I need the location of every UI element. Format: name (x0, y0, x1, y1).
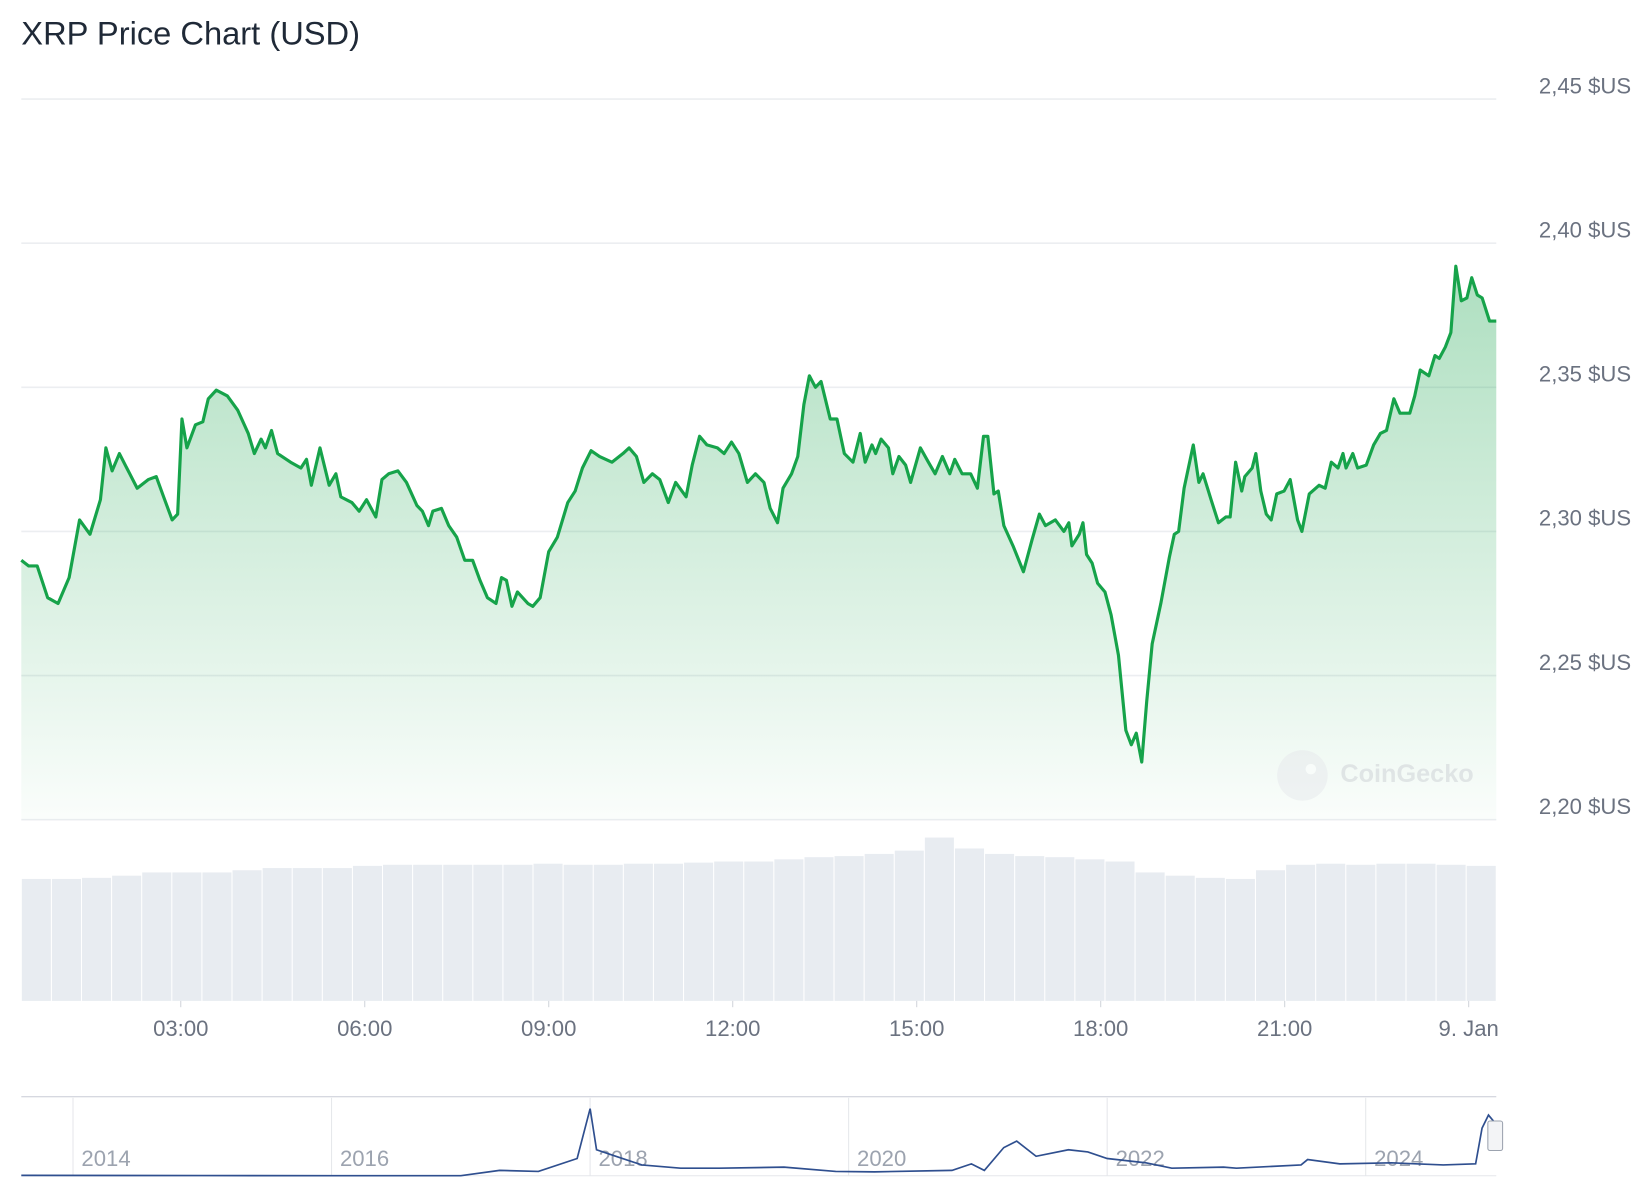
volume-bar (1286, 864, 1316, 1001)
volume-bar (503, 864, 533, 1001)
x-tick-label: 12:00 (705, 1016, 760, 1041)
volume-bar (593, 864, 623, 1001)
volume-bar (774, 859, 804, 1001)
volume-bar (1165, 875, 1195, 1001)
navigator-tick-label: 2020 (857, 1146, 906, 1171)
volume-bar (413, 864, 443, 1001)
volume-bar (1316, 863, 1346, 1001)
y-tick-label: 2,35 $US (1539, 362, 1631, 387)
volume-bar (804, 857, 834, 1001)
x-tick-label: 09:00 (521, 1016, 576, 1041)
volume-bar (985, 853, 1015, 1001)
volume-bar (1015, 856, 1045, 1001)
navigator-line (21, 1108, 1497, 1177)
chart-title: XRP Price Chart (USD) (21, 14, 360, 51)
watermark-logo-eye (1305, 763, 1317, 775)
volume-bar (51, 878, 81, 1001)
y-tick-label: 2,40 $US (1539, 217, 1631, 242)
volume-bar (1376, 863, 1406, 1001)
price-line (20, 264, 1497, 764)
volume-bar (623, 863, 653, 1001)
volume-bar (1436, 864, 1466, 1001)
volume-bar (383, 864, 413, 1001)
volume-bar (1105, 861, 1135, 1001)
volume-bar (322, 868, 352, 1001)
volume-bar (1225, 878, 1255, 1001)
volume-group (21, 837, 1496, 1001)
grid-group: 2,20 $US 2,25 $US 2,30 $US 2,35 $US 2,40 $US… (21, 73, 1631, 1041)
volume-bar (1346, 864, 1376, 1001)
volume-bar (954, 848, 985, 1001)
volume-bar (21, 878, 51, 1001)
volume-bar (473, 864, 503, 1001)
x-tick-label: 06:00 (337, 1016, 392, 1041)
x-tick-label: 15:00 (889, 1016, 944, 1041)
y-tick-label: 2,25 $US (1539, 650, 1631, 675)
volume-bar (82, 877, 112, 1001)
volume-bar (1466, 865, 1496, 1001)
x-tick-label: 9. Jan (1439, 1016, 1499, 1041)
volume-bar (1255, 870, 1286, 1001)
navigator-handle (1487, 1120, 1504, 1152)
volume-bar (352, 865, 382, 1001)
price-area (21, 266, 1497, 820)
volume-bar (142, 872, 172, 1001)
y-tick-label: 2,20 $US (1539, 794, 1631, 819)
volume-bar (292, 868, 322, 1001)
volume-bar (563, 864, 593, 1001)
navigator-tick-label: 2016 (340, 1146, 389, 1171)
x-tick-label: 03:00 (153, 1016, 208, 1041)
volume-bar (202, 872, 232, 1001)
volume-bar (1406, 863, 1436, 1001)
watermark-text: CoinGecko (1340, 760, 1473, 788)
navigator: 2014 2016 2018 2020 2022 2024 (21, 1096, 1504, 1177)
volume-bar (894, 850, 924, 1001)
y-tick-label: 2,30 $US (1539, 506, 1631, 531)
volume-bar (744, 861, 774, 1001)
volume-bar (172, 872, 202, 1001)
navigator-background (21, 1096, 1497, 1176)
volume-bar (684, 862, 714, 1001)
navigator-tick-label: 2024 (1374, 1146, 1423, 1171)
navigator-tick-label: 2022 (1116, 1146, 1165, 1171)
volume-bar (834, 856, 864, 1001)
y-tick-label: 2,45 $US (1539, 73, 1631, 98)
volume-bar (443, 864, 473, 1001)
volume-bar (112, 875, 142, 1001)
volume-bar (653, 863, 684, 1001)
volume-bar (714, 861, 744, 1001)
x-tick-label: 21:00 (1257, 1016, 1312, 1041)
volume-bar (232, 870, 262, 1001)
price-group (20, 264, 1497, 820)
volume-bar (1195, 877, 1225, 1001)
volume-bar (924, 837, 954, 1001)
volume-bar (864, 853, 894, 1001)
volume-bar (1075, 859, 1105, 1001)
watermark: CoinGecko (1277, 750, 1474, 801)
volume-bar (1135, 872, 1165, 1001)
x-tick-label: 18:00 (1073, 1016, 1128, 1041)
navigator-tick-label: 2014 (81, 1146, 130, 1171)
volume-bar (262, 868, 292, 1001)
watermark-logo (1277, 750, 1328, 801)
volume-bar (533, 863, 563, 1001)
volume-bar (1045, 857, 1075, 1001)
